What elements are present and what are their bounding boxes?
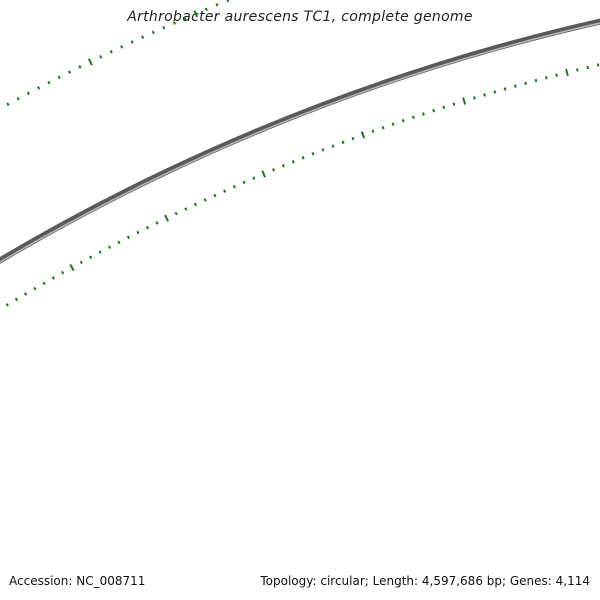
map-title: Arthrobacter aurescens TC1, complete gen… bbox=[127, 9, 473, 25]
scale-lower-minor-tick bbox=[544, 76, 548, 80]
scale-lower-minor-tick bbox=[155, 221, 159, 225]
scale-lower-major-tick bbox=[360, 131, 366, 139]
scale-upper-minor-tick bbox=[37, 86, 41, 90]
scale-lower-minor-tick bbox=[503, 87, 507, 91]
scale-lower-minor-tick bbox=[14, 297, 19, 302]
scale-lower-major-tick bbox=[565, 68, 569, 77]
scale-upper-minor-tick bbox=[120, 45, 124, 49]
scale-upper-minor-tick bbox=[204, 7, 208, 12]
scale-upper-minor-tick bbox=[151, 30, 155, 35]
scale-lower-minor-tick bbox=[252, 176, 256, 180]
scale-upper-minor-tick bbox=[99, 55, 103, 59]
scale-lower-minor-tick bbox=[281, 164, 285, 168]
scale-lower-minor-tick bbox=[136, 230, 140, 235]
scale-lower-minor-tick bbox=[452, 102, 456, 106]
scale-lower-minor-tick bbox=[472, 96, 476, 100]
scale-lower-minor-tick bbox=[331, 144, 335, 148]
scale-lower-minor-tick bbox=[422, 112, 425, 116]
scale-lower-minor-tick bbox=[5, 303, 9, 307]
backbone-line bbox=[0, 18, 600, 264]
scale-lower-minor-tick bbox=[203, 198, 207, 202]
scale-lower-minor-tick bbox=[184, 207, 188, 211]
backbone-highlight bbox=[0, 22, 600, 264]
scale-upper-minor-tick bbox=[141, 35, 145, 39]
genome-backbone bbox=[0, 18, 600, 264]
scale-lower-minor-tick bbox=[483, 93, 486, 97]
accession-text: Accession: NC_008711 bbox=[9, 574, 146, 588]
scale-lower-minor-tick bbox=[411, 115, 415, 120]
scale-lower-minor-tick bbox=[193, 202, 198, 207]
scale-lower-minor-tick bbox=[391, 122, 395, 126]
scale-lower-minor-tick bbox=[596, 63, 600, 67]
scale-upper-minor-tick bbox=[172, 21, 176, 25]
scale-lower-major-tick bbox=[462, 97, 467, 105]
scale-lower-minor-tick bbox=[33, 286, 37, 291]
scale-lower-minor-tick bbox=[371, 129, 375, 134]
scale-lower-minor-tick bbox=[493, 90, 497, 94]
scale-lower-minor-tick bbox=[272, 168, 276, 172]
scale-upper-minor-tick bbox=[67, 70, 72, 74]
scale-lower-minor-tick bbox=[42, 281, 46, 286]
scale-lower-minor-tick bbox=[524, 81, 528, 86]
scale-track-upper bbox=[6, 0, 230, 107]
scale-lower-minor-tick bbox=[321, 148, 325, 152]
scale-upper-major-tick bbox=[193, 10, 198, 18]
scale-upper-minor-tick bbox=[16, 96, 20, 101]
scale-lower-minor-tick bbox=[401, 118, 405, 123]
scale-track-lower bbox=[5, 63, 600, 307]
scale-lower-minor-tick bbox=[223, 189, 227, 193]
scale-lower-minor-tick bbox=[381, 125, 385, 130]
scale-lower-minor-tick bbox=[514, 84, 517, 88]
scale-lower-minor-tick bbox=[117, 240, 121, 245]
scale-lower-minor-tick bbox=[126, 235, 131, 240]
scale-upper-minor-tick bbox=[183, 16, 187, 21]
scale-lower-minor-tick bbox=[291, 159, 295, 164]
scale-upper-minor-tick bbox=[78, 65, 82, 69]
scale-upper-minor-tick bbox=[6, 102, 10, 107]
scale-lower-minor-tick bbox=[442, 105, 446, 110]
scale-lower-major-tick bbox=[69, 263, 75, 272]
scale-lower-minor-tick bbox=[534, 78, 538, 83]
scale-lower-minor-tick bbox=[575, 68, 579, 72]
scale-lower-minor-tick bbox=[311, 152, 315, 156]
scale-upper-minor-tick bbox=[226, 0, 230, 3]
scale-lower-minor-tick bbox=[24, 292, 28, 296]
scale-lower-minor-tick bbox=[145, 225, 150, 230]
scale-lower-minor-tick bbox=[79, 260, 83, 265]
scale-lower-minor-tick bbox=[555, 73, 558, 77]
scale-lower-major-tick bbox=[261, 170, 266, 178]
scale-upper-major-tick bbox=[87, 58, 93, 66]
genome-summary-text: Topology: circular; Length: 4,597,686 bp… bbox=[260, 574, 590, 588]
scale-lower-minor-tick bbox=[301, 155, 305, 160]
scale-lower-minor-tick bbox=[213, 193, 217, 198]
scale-lower-minor-tick bbox=[242, 180, 246, 185]
scale-lower-major-tick bbox=[164, 214, 170, 222]
scale-lower-minor-tick bbox=[98, 250, 102, 255]
scale-lower-minor-tick bbox=[89, 255, 93, 260]
scale-lower-minor-tick bbox=[586, 65, 590, 70]
scale-upper-minor-tick bbox=[57, 75, 61, 80]
scale-lower-minor-tick bbox=[232, 184, 236, 189]
scale-lower-minor-tick bbox=[174, 211, 178, 216]
scale-upper-minor-tick bbox=[109, 50, 113, 54]
scale-lower-minor-tick bbox=[51, 276, 55, 280]
scale-upper-minor-tick bbox=[162, 25, 166, 30]
scale-lower-minor-tick bbox=[341, 140, 345, 145]
scale-lower-minor-tick bbox=[351, 136, 355, 141]
scale-lower-minor-tick bbox=[61, 270, 65, 275]
scale-upper-minor-tick bbox=[215, 3, 219, 7]
scale-lower-minor-tick bbox=[107, 245, 112, 250]
scale-upper-minor-tick bbox=[26, 91, 30, 96]
scale-upper-minor-tick bbox=[130, 40, 134, 44]
scale-upper-minor-tick bbox=[47, 80, 51, 85]
scale-lower-minor-tick bbox=[432, 108, 436, 113]
